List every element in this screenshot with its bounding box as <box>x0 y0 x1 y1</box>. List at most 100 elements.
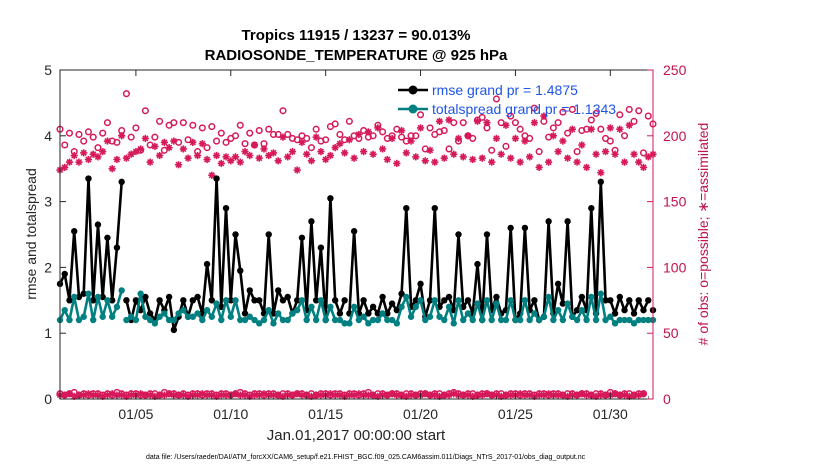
totalspread-point <box>346 320 353 327</box>
totalspread-point <box>507 297 514 304</box>
rmse-point <box>237 267 244 274</box>
totalspread-point <box>483 297 491 304</box>
obs-possible-point <box>606 137 614 145</box>
obs-assimilated-point <box>412 153 420 161</box>
totalspread-point <box>611 320 619 327</box>
obs-assimilated-point <box>146 158 154 166</box>
totalspread-point <box>426 313 434 320</box>
totalspread-point <box>279 316 287 324</box>
rmse-point <box>256 297 263 304</box>
obs-assimilated-point <box>113 155 121 164</box>
totalspread-point <box>308 303 315 311</box>
rmse-point <box>545 218 552 225</box>
y-axis-left-ticks: 0 1 2 3 4 5 <box>44 62 66 407</box>
obs-possible-point <box>113 138 121 146</box>
totalspread-point <box>108 313 116 320</box>
rmse-point <box>393 306 401 314</box>
rmse-point <box>165 293 173 301</box>
obs-assimilated-point <box>507 154 515 162</box>
rmse-point <box>384 310 391 317</box>
totalspread-point <box>194 310 201 317</box>
obs-possible-point <box>639 149 648 157</box>
obs-possible-point <box>246 129 254 137</box>
rmse-point <box>203 260 211 268</box>
rmse-point <box>156 297 163 304</box>
error-series <box>56 175 657 334</box>
rmse-point <box>317 244 325 251</box>
rmse-point <box>294 297 301 304</box>
totalspread-point <box>298 297 306 304</box>
obs-possible-point <box>516 125 524 133</box>
totalspread-point <box>284 316 291 324</box>
rmse-point <box>113 244 121 251</box>
totalspread-point <box>241 316 249 324</box>
obs-count-series <box>56 90 657 400</box>
obs-possible-point <box>217 129 225 137</box>
rmse-point <box>189 297 197 304</box>
obs-assimilated-low-point <box>611 390 619 398</box>
rmse-point <box>90 297 97 304</box>
obs-assimilated-point <box>388 134 396 143</box>
totalspread-point <box>99 313 106 320</box>
totalspread-point <box>270 320 277 327</box>
obs-assimilated-point <box>516 158 524 166</box>
y-right-tick-label: 100 <box>663 259 687 275</box>
obs-possible-point <box>530 104 538 112</box>
obs-possible-point <box>502 142 510 150</box>
y-axis-right-label: # of obs: o=possible; ∗=assimilated <box>695 123 711 346</box>
totalspread-point <box>573 316 581 324</box>
totalspread-point <box>588 293 595 301</box>
totalspread-point <box>132 316 140 324</box>
obs-possible-point <box>511 119 519 127</box>
totalspread-point <box>151 320 159 327</box>
y-right-tick-label: 150 <box>663 194 687 210</box>
totalspread-point <box>85 290 92 297</box>
totalspread-point <box>583 316 590 324</box>
obs-assimilated-point <box>184 154 192 162</box>
totalspread-point <box>469 316 476 324</box>
obs-assimilated-point <box>488 158 496 166</box>
rmse-point <box>227 297 234 304</box>
totalspread-point <box>222 297 230 304</box>
totalspread-point <box>422 316 429 324</box>
totalspread-point <box>336 316 344 324</box>
obs-assimilated-point <box>454 134 463 143</box>
totalspread-point <box>374 316 382 324</box>
totalspread-point <box>393 320 401 327</box>
obs-possible-point <box>312 125 320 133</box>
obs-assimilated-low-point <box>639 390 648 398</box>
obs-assimilated-point <box>407 137 415 145</box>
totalspread-point <box>80 313 87 320</box>
totalspread-point <box>199 316 206 324</box>
rmse-point <box>298 234 306 241</box>
rmse-point <box>607 297 614 304</box>
totalspread-point <box>118 287 125 294</box>
totalspread-point <box>526 316 533 324</box>
obs-possible-point <box>440 126 448 135</box>
obs-assimilated-low-point <box>250 391 259 399</box>
rmse-point <box>99 293 106 301</box>
totalspread-point <box>146 316 154 324</box>
x-axis-ticks: 01/05 01/10 01/15 01/20 01/25 01/30 <box>78 70 649 422</box>
totalspread-point <box>626 316 633 324</box>
totalspread-point <box>66 316 73 324</box>
rmse-point <box>483 231 491 238</box>
y-right-tick-label: 50 <box>663 325 679 341</box>
totalspread-point <box>71 293 78 301</box>
rmse-point <box>578 293 586 301</box>
obs-assimilated-point <box>326 151 335 160</box>
obs-assimilated-point <box>478 154 486 162</box>
obs-assimilated-point <box>440 154 448 162</box>
obs-assimilated-low-point <box>597 391 605 399</box>
totalspread-point <box>75 316 83 324</box>
obs-assimilated-point <box>587 125 595 133</box>
rmse-point <box>222 204 230 212</box>
rmse-point <box>194 293 201 301</box>
obs-assimilated-point <box>616 125 624 133</box>
totalspread-point <box>493 300 500 307</box>
x-tick-label: 01/10 <box>213 406 248 422</box>
totalspread-point <box>464 310 472 317</box>
totalspread-point <box>142 313 149 320</box>
rmse-point <box>369 303 377 311</box>
y-tick-label: 1 <box>44 325 52 341</box>
